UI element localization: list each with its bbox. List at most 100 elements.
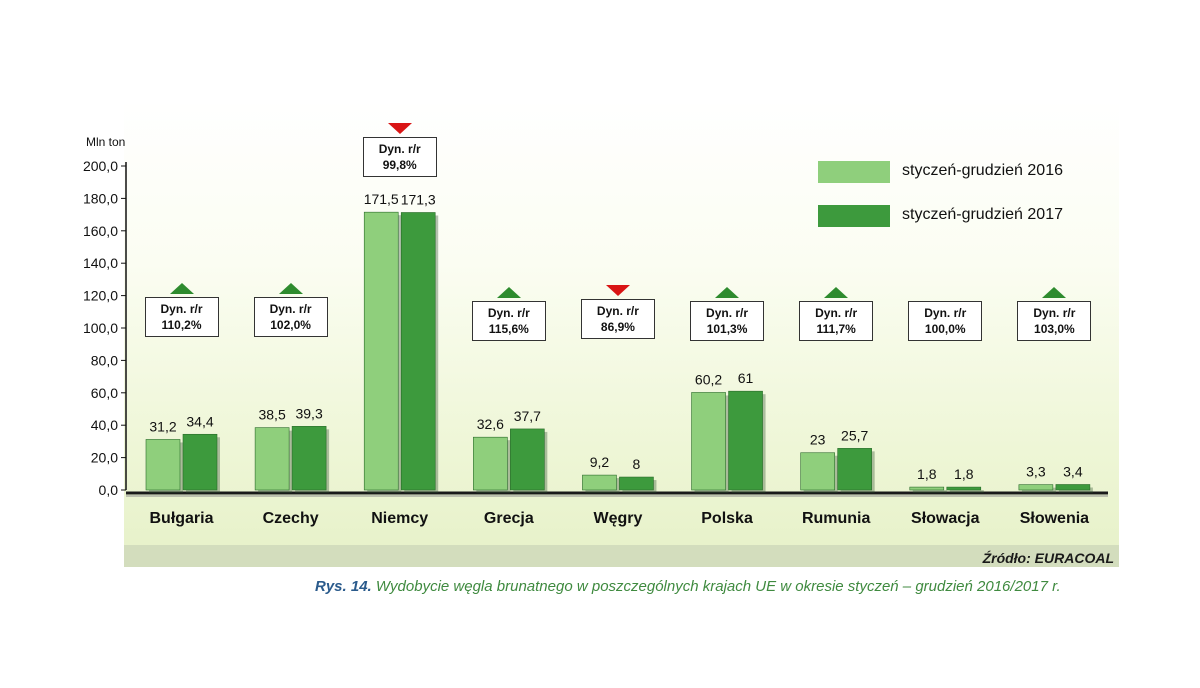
bar-value-label: 3,4	[1063, 463, 1083, 479]
bar-value-label: 25,7	[841, 427, 868, 443]
up-triangle-icon	[1042, 287, 1067, 298]
bar-value-label: 31,2	[149, 418, 176, 434]
growth-box-value: 103,0%	[1034, 322, 1075, 336]
growth-box-value: 115,6%	[488, 322, 529, 336]
bar	[291, 426, 327, 491]
bar-value-label: 34,4	[186, 413, 213, 429]
bar	[182, 433, 218, 491]
growth-box-value: 100,0%	[924, 322, 966, 336]
x-category-label: Rumunia	[802, 510, 871, 527]
bar	[145, 439, 181, 491]
bar	[909, 486, 945, 491]
growth-box-title: Dyn. r/r	[706, 306, 749, 320]
y-tick-label: 0,0	[99, 482, 119, 498]
up-triangle-icon	[824, 287, 849, 298]
bar-value-label: 171,5	[364, 191, 399, 207]
x-category-label: Węgry	[593, 510, 642, 527]
growth-box-title: Dyn. r/r	[596, 304, 639, 318]
x-category-label: Czechy	[263, 510, 319, 527]
bar	[691, 392, 726, 491]
down-triangle-icon	[605, 285, 630, 296]
growth-box-value: 110,2%	[161, 318, 202, 332]
figure-caption-label: Rys. 14.	[315, 578, 372, 595]
bar	[582, 474, 617, 491]
y-tick-label: 80,0	[91, 352, 118, 368]
growth-box: Dyn. r/r 100,0%	[908, 301, 983, 341]
bar-value-label: 37,7	[514, 408, 541, 424]
growth-box: Dyn. r/r 99,8%	[362, 137, 437, 177]
bar-shadow	[949, 490, 984, 493]
bar-value-label: 32,6	[477, 416, 504, 432]
growth-box-title: Dyn. r/r	[1033, 306, 1076, 320]
bar	[619, 476, 654, 491]
y-tick-label: 200,0	[83, 158, 118, 174]
growth-box: Dyn. r/r 103,0%	[1017, 301, 1092, 341]
legend-item: styczeń-grudzień 2017	[818, 203, 1118, 233]
source-band	[124, 545, 1119, 567]
growth-box: Dyn. r/r 111,7%	[799, 301, 874, 341]
bar	[254, 427, 290, 491]
growth-box: Dyn. r/r 101,3%	[690, 301, 765, 341]
x-category-label: Polska	[701, 510, 753, 527]
growth-box-value: 102,0%	[270, 318, 311, 332]
y-axis-label: Mln ton	[86, 135, 125, 149]
bar-value-label: 3,3	[1026, 464, 1046, 480]
growth-box-title: Dyn. r/r	[160, 302, 203, 316]
bar-value-label: 38,5	[258, 407, 285, 423]
legend-swatch	[818, 205, 890, 227]
figure-caption-text: Wydobycie węgla brunatnego w poszczególn…	[375, 578, 1061, 595]
x-category-label: Niemcy	[371, 510, 428, 527]
growth-box: Dyn. r/r 86,9%	[580, 299, 655, 339]
growth-box-title: Dyn. r/r	[924, 306, 967, 320]
bar-value-label: 23	[810, 432, 826, 448]
up-triangle-icon	[496, 287, 521, 298]
bar	[510, 428, 545, 491]
y-tick-label: 140,0	[83, 255, 118, 271]
x-category-label: Grecja	[484, 510, 534, 527]
growth-box-value: 111,7%	[816, 322, 856, 336]
growth-box: Dyn. r/r 110,2%	[144, 297, 219, 337]
figure-caption: Rys. 14. Wydobycie węgla brunatnego w po…	[315, 578, 1061, 595]
legend-item: styczeń-grudzień 2016	[818, 159, 1118, 189]
bar-value-label: 9,2	[590, 454, 610, 470]
growth-box-value: 86,9%	[600, 320, 635, 334]
up-triangle-icon	[278, 283, 303, 294]
bar	[473, 436, 508, 491]
up-triangle-icon	[169, 283, 194, 294]
legend-swatch	[818, 161, 890, 183]
up-triangle-icon	[715, 287, 740, 298]
y-tick-label: 40,0	[91, 417, 118, 433]
y-tick-label: 20,0	[91, 450, 118, 466]
legend-label: styczeń-grudzień 2016	[902, 162, 1063, 179]
growth-box-value: 101,3%	[706, 322, 748, 336]
bar	[1018, 484, 1054, 491]
bar	[837, 448, 872, 491]
bar	[946, 486, 982, 491]
y-tick-label: 160,0	[83, 223, 118, 239]
y-tick-label: 120,0	[83, 288, 118, 304]
bar	[728, 390, 763, 491]
growth-box-title: Dyn. r/r	[815, 306, 858, 320]
bar-shadow	[1021, 487, 1056, 493]
down-triangle-icon	[387, 123, 412, 134]
bar-value-label: 60,2	[695, 371, 722, 387]
bar	[1055, 484, 1091, 491]
y-tick-label: 180,0	[83, 190, 118, 206]
bar-shadow	[912, 490, 947, 493]
bar-value-label: 1,8	[954, 466, 974, 482]
bar-value-label: 1,8	[917, 466, 937, 482]
source-note: Źródło: EURACOAL	[982, 550, 1114, 566]
bar-value-label: 39,3	[295, 405, 322, 421]
growth-box: Dyn. r/r 115,6%	[471, 301, 546, 341]
bar	[800, 452, 835, 491]
bar	[363, 211, 399, 491]
growth-box-title: Dyn. r/r	[378, 142, 421, 156]
y-tick-label: 60,0	[91, 385, 118, 401]
x-category-label: Słowenia	[1020, 510, 1089, 527]
growth-box-title: Dyn. r/r	[487, 306, 530, 320]
bar	[400, 212, 436, 491]
bar-value-label: 8	[633, 456, 641, 472]
growth-box-title: Dyn. r/r	[269, 302, 312, 316]
